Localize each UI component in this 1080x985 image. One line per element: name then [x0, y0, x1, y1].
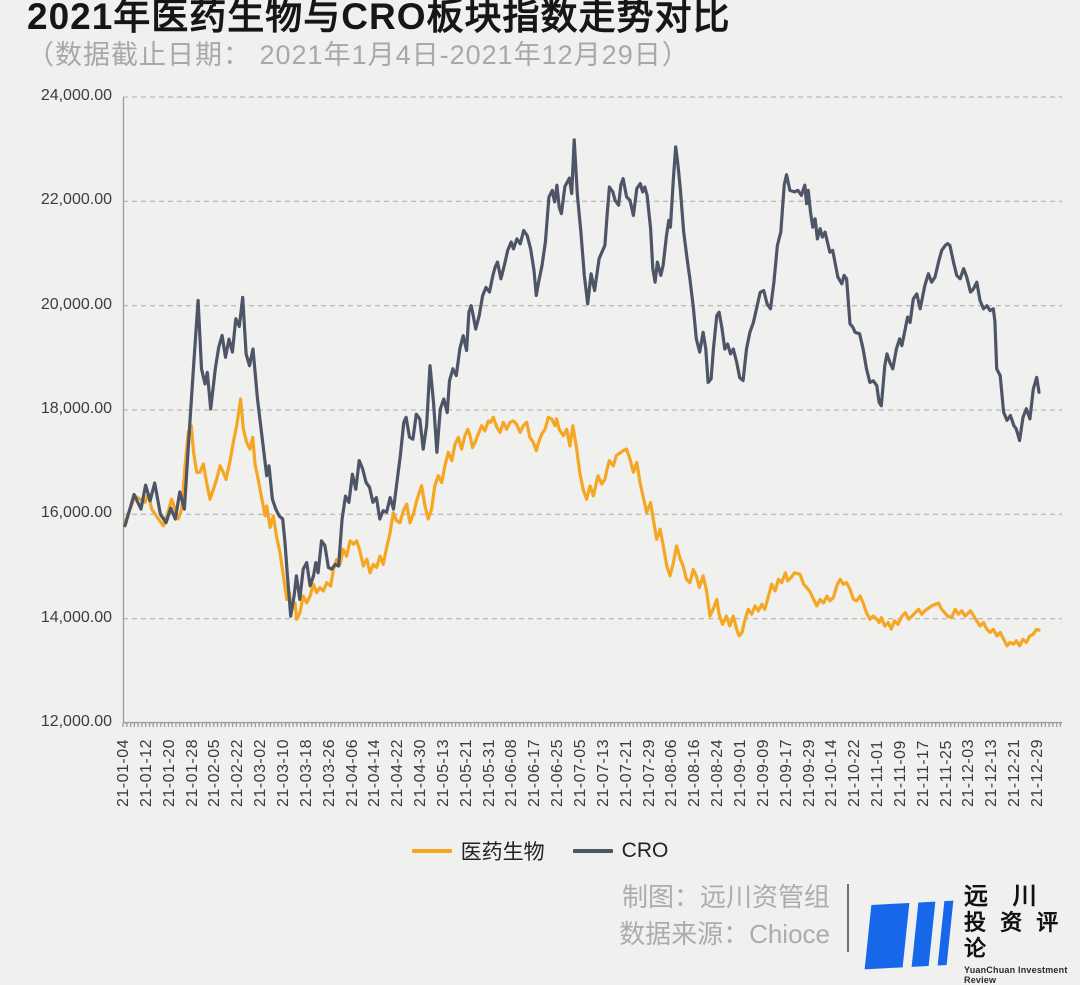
- x-axis-tick-label: 21-07-13: [594, 738, 612, 807]
- pharma-line-swatch: [411, 849, 452, 853]
- yuanchuan-logo: 远 川 投 资 评 论 YuanChuan Investment Review: [864, 884, 1080, 985]
- x-axis-tick-label: 21-11-01: [869, 740, 887, 807]
- footer-credits: 制图：远川资管组 数据来源：Chioce: [430, 879, 830, 953]
- logo-bar-3: [937, 900, 954, 965]
- y-axis-tick-label: 22,000.00: [40, 191, 112, 209]
- x-axis-tick-label: 21-12-03: [960, 738, 978, 807]
- x-axis-tick-label: 21-03-10: [274, 738, 292, 807]
- legend-label-pharma: 医药生物: [460, 841, 545, 864]
- x-axis-tick-label: 21-03-02: [252, 738, 270, 807]
- x-axis-tick-label: 21-04-22: [389, 738, 407, 807]
- x-axis-tick-label: 21-01-04: [115, 738, 132, 807]
- x-axis-tick-label: 21-08-24: [709, 738, 727, 807]
- x-axis-tick-label: 21-01-20: [160, 738, 178, 807]
- x-axis-tick-label: 21-11-17: [914, 740, 932, 807]
- x-axis-tick-label: 21-04-30: [412, 738, 430, 807]
- legend-item-cro: CRO: [572, 839, 669, 863]
- line-chart-plot-area: [122, 96, 1062, 727]
- x-axis-tick-label: 21-07-05: [572, 738, 589, 807]
- chart-subtitle-date-range: （数据截止日期： 2021年1月4日-2021年12月29日）: [27, 40, 690, 70]
- x-axis-tick-label: 21-10-22: [846, 738, 864, 807]
- y-axis-tick-label: 14,000.00: [40, 608, 112, 626]
- x-axis-tick-label: 21-09-17: [777, 738, 795, 807]
- x-axis-tick-label: 21-09-01: [731, 738, 749, 807]
- x-axis-tick-label: 21-12-21: [1006, 738, 1024, 807]
- credit-author: 制图：远川资管组: [621, 882, 830, 912]
- cro-line-swatch: [572, 849, 613, 853]
- x-axis-tick-label: 21-09-29: [800, 738, 818, 807]
- chart-legend: 医药生物 CRO: [0, 836, 1080, 866]
- x-axis-tick-label: 21-07-21: [617, 738, 635, 807]
- x-axis-tick-label: 21-02-22: [229, 738, 247, 807]
- logo-bars-icon: [864, 900, 954, 969]
- y-axis-tick-label: 24,000.00: [40, 87, 112, 104]
- x-axis-tick-label: 21-06-17: [526, 738, 544, 807]
- legend-item-pharma: 医药生物: [411, 836, 545, 866]
- x-axis-tick-label: 21-08-06: [663, 738, 681, 807]
- x-axis-tick-label: 21-11-25: [937, 740, 955, 807]
- x-axis-tick-label: 21-05-21: [457, 738, 475, 807]
- y-axis-tick-label: 20,000.00: [40, 295, 112, 313]
- x-axis-tick-label: 21-03-18: [297, 738, 315, 807]
- x-axis-tick-label: 21-01-12: [137, 738, 155, 807]
- x-axis-tick-label: 21-12-29: [1029, 738, 1046, 807]
- y-axis-tick-label: 12,000.00: [40, 713, 112, 730]
- x-axis-tick-label: 21-06-25: [549, 738, 567, 807]
- logo-text: 远 川 投 资 评 论 YuanChuan Investment Review: [964, 884, 1080, 985]
- x-axis-tick-label: 21-02-05: [206, 738, 224, 807]
- x-axis-tick-label: 21-04-06: [343, 738, 361, 807]
- logo-bar-1: [864, 902, 910, 969]
- x-axis-tick-label: 21-10-14: [823, 738, 841, 807]
- x-axis-tick-label: 21-06-08: [503, 738, 521, 807]
- y-axis-tick-label: 18,000.00: [40, 400, 112, 417]
- x-axis-tick-label: 21-09-09: [754, 738, 772, 807]
- logo-en-tagline: YuanChuan Investment Review: [964, 965, 1068, 985]
- x-axis-tick-label: 21-04-14: [366, 738, 384, 807]
- logo-cn-line2: 投 资 评 论: [964, 910, 1063, 961]
- x-axis-tick-label: 21-12-13: [983, 738, 1001, 807]
- x-axis-tick-label: 21-08-16: [686, 738, 704, 807]
- x-axis-tick-label: 21-03-26: [320, 738, 338, 807]
- x-axis-tick-label: 21-11-09: [891, 740, 909, 807]
- footer-divider: [847, 884, 849, 952]
- x-axis-tick-label: 21-05-31: [480, 738, 498, 807]
- x-axis-tick-label: 21-07-29: [640, 738, 658, 807]
- y-axis-tick-label: 16,000.00: [40, 504, 112, 522]
- page-title: 2021年医药生物与CRO板块指数走势对比: [27, 0, 731, 37]
- x-axis-tick-label: 21-01-28: [183, 738, 201, 807]
- credit-source: 数据来源：Chioce: [619, 919, 830, 949]
- x-axis-tick-label: 21-05-13: [434, 738, 452, 807]
- legend-label-cro: CRO: [621, 839, 669, 862]
- logo-cn-line1: 远 川: [964, 883, 1046, 910]
